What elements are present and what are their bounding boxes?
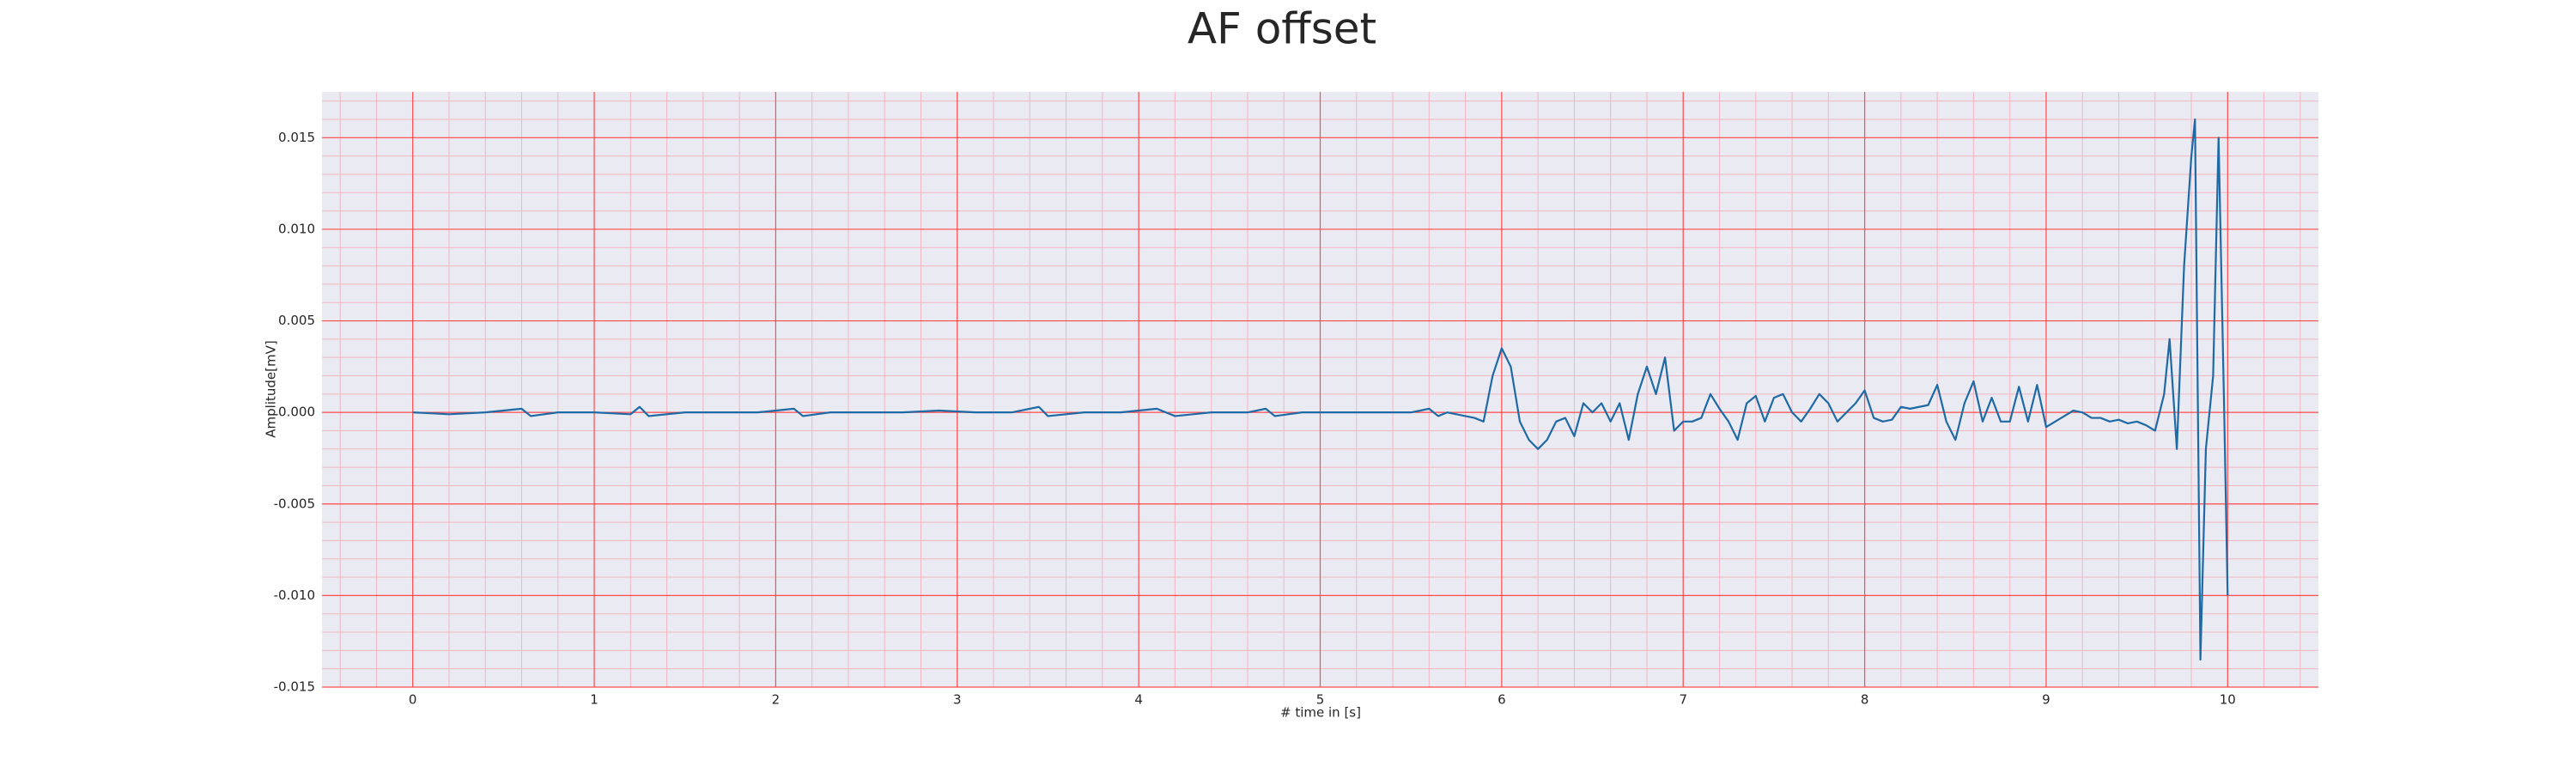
y-tick-label: -0.010 [274, 587, 315, 603]
x-tick-label: 9 [2042, 692, 2050, 708]
x-axis-label: # time in [s] [1280, 705, 1361, 721]
x-tick-label: 4 [1134, 692, 1143, 708]
x-tick-label: 3 [953, 692, 962, 708]
x-tick-label: 1 [590, 692, 598, 708]
chart-title: AF offset [1188, 4, 1376, 54]
y-tick-label: 0.015 [278, 130, 315, 145]
x-tick-label: 10 [2220, 692, 2236, 708]
y-tick-label: 0.005 [278, 313, 315, 328]
data-line [412, 118, 2229, 661]
x-tick-label: 6 [1498, 692, 1506, 708]
y-axis-label: Amplitude[mV] [264, 340, 279, 437]
x-tick-label: 8 [1861, 692, 1869, 708]
y-tick-label: 0.000 [278, 405, 315, 420]
x-tick-label: 7 [1679, 692, 1687, 708]
x-tick-label: 5 [1316, 692, 1325, 708]
y-tick-label: -0.005 [274, 496, 315, 511]
y-tick-label: 0.010 [278, 221, 315, 236]
x-tick-label: 0 [409, 692, 417, 708]
y-tick-label: -0.015 [274, 679, 315, 695]
x-tick-label: 2 [772, 692, 781, 708]
